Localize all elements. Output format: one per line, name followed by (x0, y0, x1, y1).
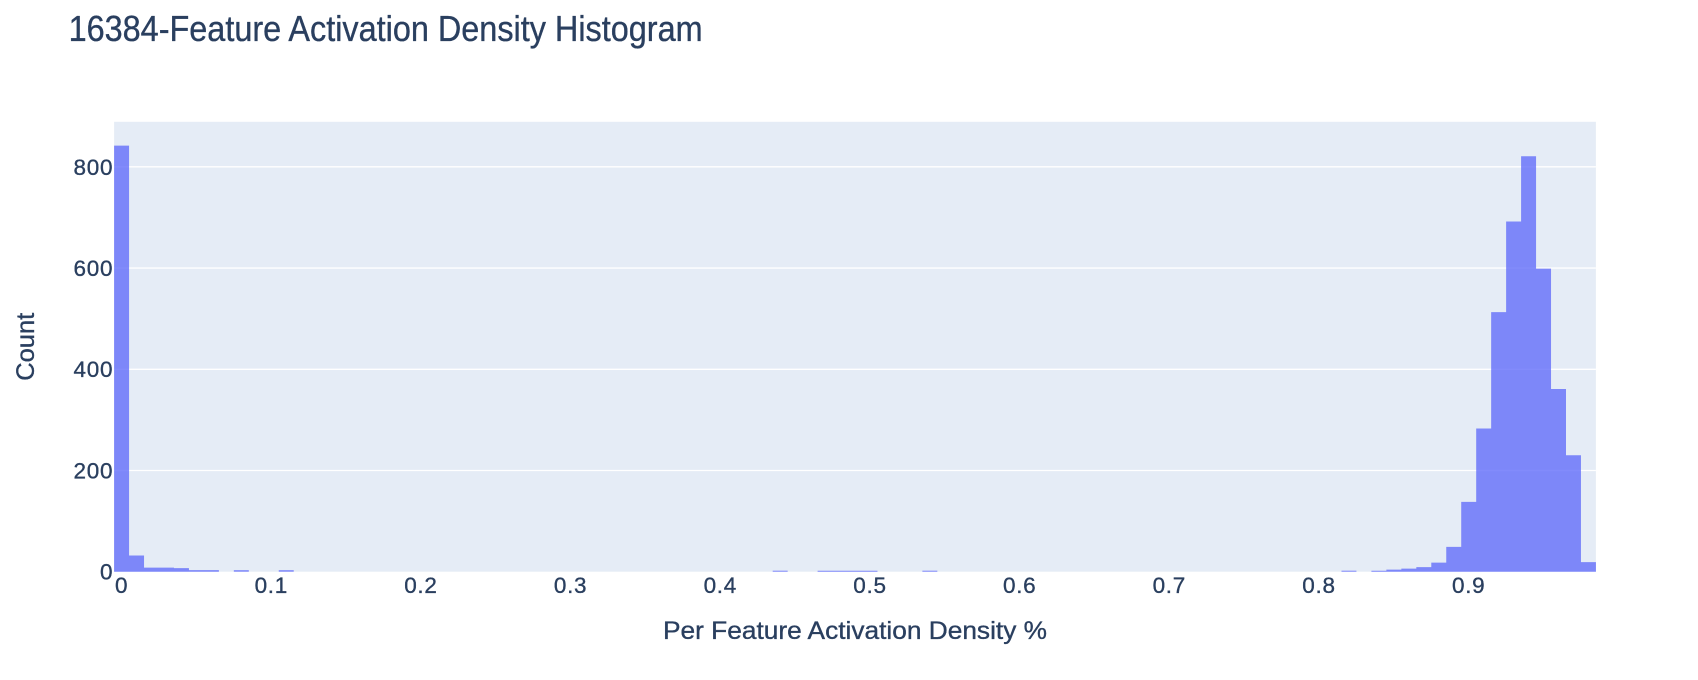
svg-text:0.8: 0.8 (1302, 573, 1335, 598)
svg-text:16384-Feature Activation Densi: 16384-Feature Activation Density Histogr… (69, 8, 703, 49)
svg-text:0.4: 0.4 (704, 573, 737, 598)
svg-text:Per Feature Activation Density: Per Feature Activation Density % (663, 617, 1047, 645)
svg-text:400: 400 (74, 357, 114, 382)
svg-text:0.5: 0.5 (853, 573, 886, 598)
svg-text:600: 600 (74, 256, 114, 281)
svg-text:0.1: 0.1 (255, 573, 288, 598)
svg-text:0: 0 (100, 560, 113, 585)
svg-text:0.3: 0.3 (554, 573, 587, 598)
svg-text:Count: Count (12, 313, 40, 381)
svg-text:800: 800 (74, 155, 114, 180)
svg-text:0: 0 (115, 573, 128, 598)
svg-text:0.2: 0.2 (404, 573, 437, 598)
svg-text:0.7: 0.7 (1153, 573, 1186, 598)
svg-text:0.6: 0.6 (1003, 573, 1036, 598)
svg-text:0.9: 0.9 (1452, 573, 1485, 598)
svg-text:200: 200 (74, 458, 114, 483)
